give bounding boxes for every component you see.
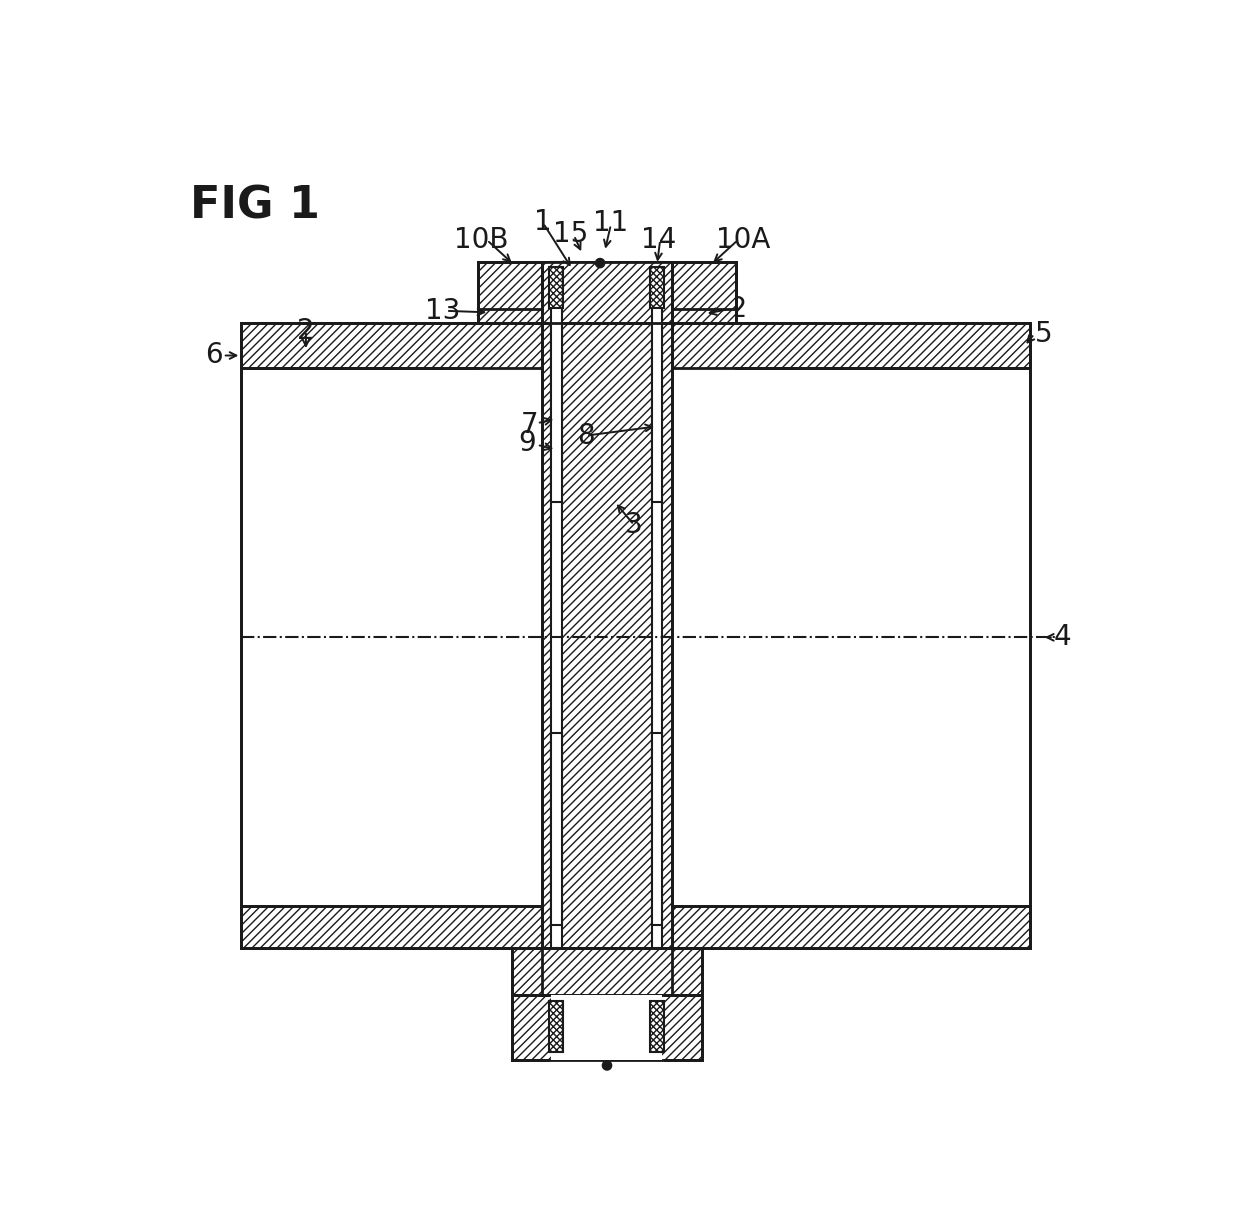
Bar: [672, 262, 735, 309]
Bar: [542, 262, 672, 323]
Text: 1: 1: [534, 208, 552, 235]
Text: FIG 1: FIG 1: [191, 184, 320, 228]
Bar: [549, 1001, 563, 1053]
Bar: [242, 907, 1029, 948]
Bar: [477, 262, 735, 323]
Text: 2: 2: [298, 317, 315, 344]
Bar: [242, 323, 1029, 368]
Bar: [542, 262, 672, 948]
Bar: [650, 267, 663, 308]
Text: 14: 14: [641, 226, 676, 255]
Bar: [242, 323, 1029, 948]
Bar: [542, 948, 672, 995]
Bar: [652, 262, 662, 948]
Bar: [542, 262, 672, 323]
Circle shape: [603, 1060, 611, 1070]
Bar: [672, 262, 735, 309]
Bar: [650, 1001, 663, 1053]
Text: 5: 5: [1035, 320, 1053, 348]
Text: 11: 11: [593, 209, 629, 237]
Bar: [549, 267, 563, 308]
Bar: [549, 267, 563, 308]
Bar: [542, 262, 672, 948]
Bar: [551, 995, 662, 1060]
Circle shape: [595, 258, 605, 268]
Bar: [551, 733, 562, 925]
Text: 13: 13: [425, 296, 461, 325]
Bar: [652, 290, 662, 502]
Bar: [512, 948, 702, 995]
Bar: [650, 1001, 663, 1053]
Text: 15: 15: [553, 220, 589, 247]
Bar: [542, 948, 672, 995]
Bar: [551, 262, 562, 948]
Bar: [512, 995, 702, 1060]
Bar: [512, 995, 702, 1060]
Text: 8: 8: [578, 422, 595, 450]
Bar: [542, 948, 672, 995]
Bar: [512, 948, 702, 995]
Text: 10B: 10B: [454, 226, 508, 255]
Text: 7: 7: [521, 411, 539, 439]
Bar: [242, 323, 1029, 368]
Text: 9: 9: [518, 429, 536, 458]
Text: 6: 6: [205, 342, 222, 369]
Bar: [242, 907, 1029, 948]
Bar: [542, 262, 672, 323]
Bar: [551, 290, 562, 502]
Bar: [650, 267, 663, 308]
Bar: [477, 262, 542, 309]
Bar: [652, 733, 662, 925]
Bar: [549, 1001, 563, 1053]
Text: 12: 12: [712, 295, 746, 323]
Bar: [477, 262, 735, 323]
Bar: [477, 262, 542, 309]
Text: 3: 3: [625, 510, 642, 539]
Text: 4: 4: [1054, 624, 1071, 652]
Text: 10A: 10A: [717, 226, 770, 255]
